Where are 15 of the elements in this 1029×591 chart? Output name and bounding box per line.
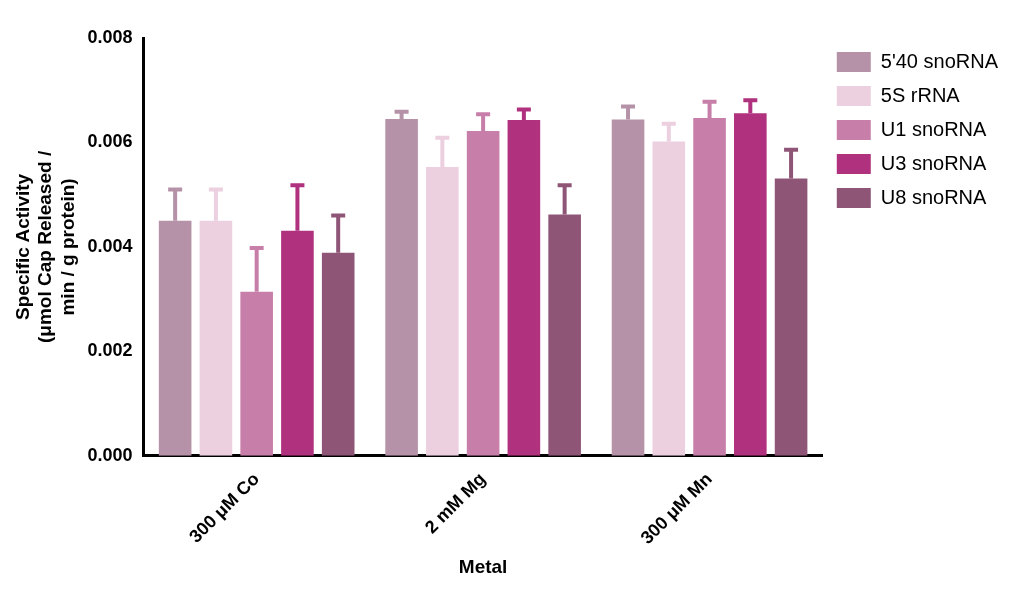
- legend-label: 5'40 snoRNA: [880, 49, 999, 72]
- x-tick-label: 300 μM Mn: [636, 468, 716, 548]
- x-tick-label: 2 mM Mg: [420, 468, 490, 538]
- legend-label: U8 snoRNA: [880, 185, 988, 208]
- x-axis-title: Metal: [458, 555, 508, 577]
- legend-label: U1 snoRNA: [880, 117, 988, 140]
- y-tick-label: 0.004: [87, 235, 133, 256]
- y-tick-label: 0.002: [87, 340, 133, 361]
- y-tick-label: 0.000: [87, 444, 133, 465]
- legend-label: U3 snoRNA: [880, 151, 988, 174]
- x-tick-label: 300 μM Co: [185, 468, 264, 547]
- y-tick-label: 0.006: [87, 131, 133, 152]
- legend-label: 5S rRNA: [880, 83, 961, 106]
- y-tick-label: 0.008: [87, 26, 133, 47]
- y-axis-title: Specific Activity (μmol Cap Released / min / g protein): [11, 150, 79, 344]
